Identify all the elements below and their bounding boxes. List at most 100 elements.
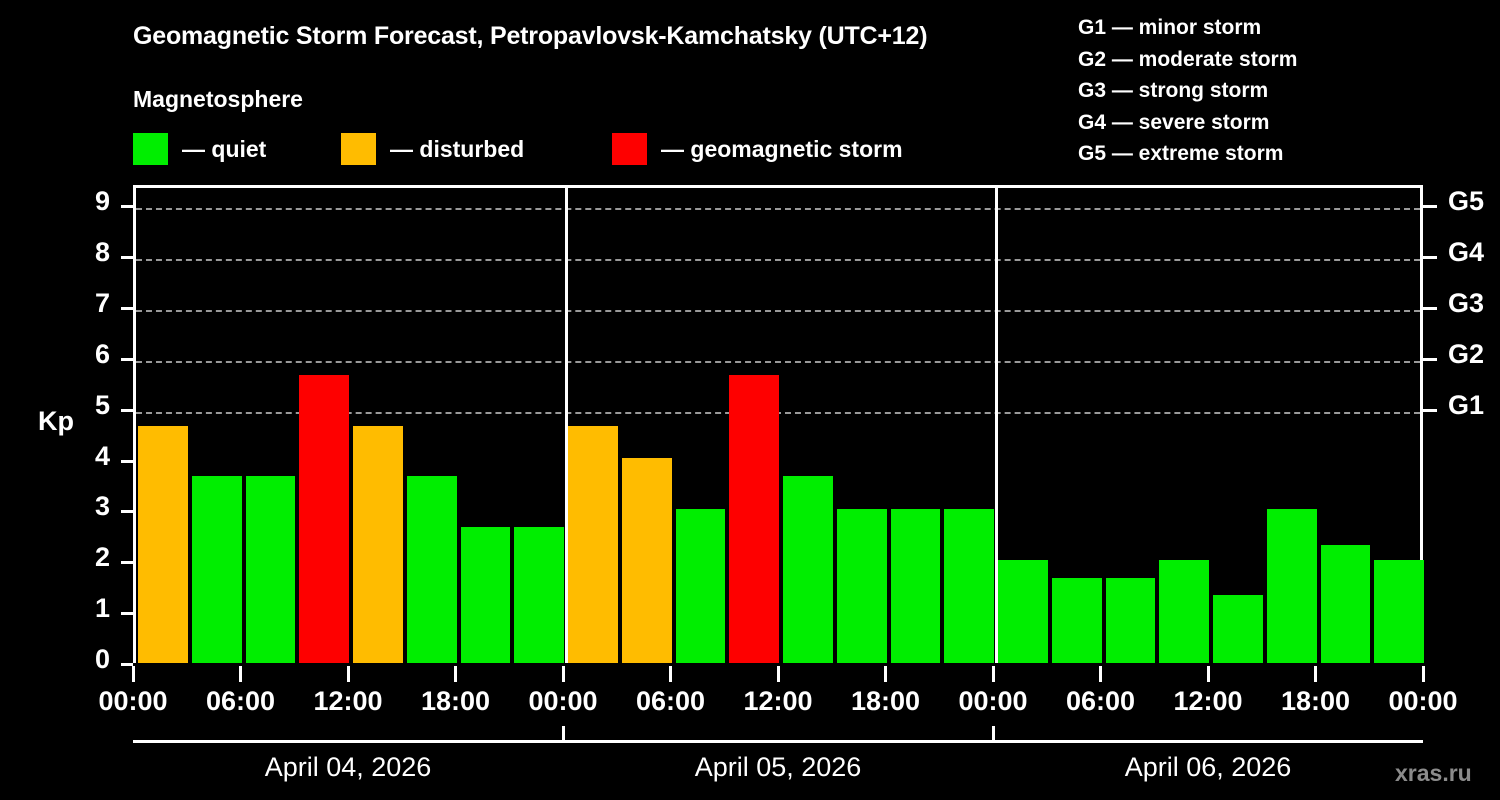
x-tick-label: 06:00 [205, 686, 276, 716]
x-tick-label: 18:00 [1280, 686, 1351, 716]
x-tick-label: 12:00 [743, 686, 813, 716]
g-tick-mark [1423, 256, 1437, 260]
bar-quiet[interactable] [1213, 595, 1263, 663]
y-tick-label: 1 [94, 593, 110, 624]
x-tick-mark [1314, 666, 1317, 682]
x-tick-label: 12:00 [1173, 686, 1243, 716]
day-divider [564, 188, 568, 663]
bar-quiet[interactable] [944, 508, 994, 663]
day-label: April 06, 2026 [1124, 752, 1292, 782]
day-separator [991, 726, 995, 740]
x-tick-label: 00:00 [958, 686, 1028, 716]
legend-item-storm: — geomagnetic storm [612, 133, 903, 165]
y-tick-mark [121, 307, 133, 311]
day-label: April 05, 2026 [694, 752, 862, 782]
y-tick-mark [121, 357, 133, 361]
bar-storm[interactable] [299, 374, 349, 663]
day-divider [994, 188, 998, 663]
x-tick-mark [1421, 666, 1425, 682]
y-tick-mark [121, 561, 133, 565]
g-scale-row: G2 — moderate storm [1078, 47, 1298, 71]
bar-quiet[interactable] [406, 476, 457, 663]
y-tick-mark [121, 408, 133, 412]
bar-quiet[interactable] [1159, 559, 1209, 663]
y-tick-mark [121, 205, 133, 209]
bar-series [136, 188, 1424, 663]
plot-area [133, 185, 1424, 663]
bar-quiet[interactable] [191, 476, 242, 663]
x-tick-label: 00:00 [528, 686, 598, 716]
g-scale-row: G5 — extreme storm [1078, 142, 1284, 165]
gridline [136, 360, 1420, 363]
legend-swatch-quiet [133, 133, 168, 165]
legend-item-quiet: — quiet [133, 133, 266, 165]
g-tick-label: G4 [1448, 237, 1485, 268]
g-tick-label: G2 [1448, 338, 1485, 369]
bar-quiet[interactable] [783, 476, 833, 663]
y-tick-mark [121, 663, 133, 666]
day-label: April 04, 2026 [264, 752, 432, 782]
x-tick-label: 06:00 [1065, 686, 1136, 716]
x-tick-mark [454, 666, 457, 682]
bar-quiet[interactable] [836, 508, 887, 663]
x-tick-mark [131, 666, 135, 682]
legend-label-storm: — geomagnetic storm [661, 135, 903, 162]
day-axis [133, 726, 1423, 743]
g-tick-label: G5 [1448, 186, 1485, 217]
g-tick-mark [1423, 408, 1437, 412]
day-separator [561, 726, 565, 740]
bar-quiet[interactable] [890, 508, 941, 663]
y-tick-label: 8 [94, 237, 110, 268]
bar-quiet[interactable] [675, 508, 726, 663]
g-scale-row: G4 — severe storm [1078, 110, 1270, 134]
g-tick-label: G1 [1448, 389, 1485, 420]
bar-disturbed[interactable] [353, 425, 403, 663]
x-tick-label: 00:00 [98, 686, 168, 716]
legend-item-disturbed: — disturbed [341, 133, 524, 165]
bar-quiet[interactable] [1374, 559, 1424, 663]
x-tick-mark [669, 666, 672, 682]
x-tick-mark [346, 666, 350, 682]
bar-storm[interactable] [729, 374, 779, 663]
legend-label-quiet: — quiet [182, 135, 267, 162]
bar-quiet[interactable] [460, 527, 511, 663]
x-tick-mark [884, 666, 887, 682]
legend-swatch-storm [612, 133, 647, 165]
plot-inner [136, 188, 1424, 663]
x-tick-label: 18:00 [420, 686, 491, 716]
bar-quiet[interactable] [1320, 544, 1371, 663]
y-tick-mark [121, 256, 133, 260]
bar-disturbed[interactable] [568, 425, 618, 663]
g-tick-label: G3 [1448, 288, 1485, 319]
bar-quiet[interactable] [1051, 578, 1102, 663]
x-tick-label: 12:00 [313, 686, 383, 716]
legend-heading: Magnetosphere [133, 86, 303, 112]
g-tick-mark [1423, 357, 1437, 361]
x-tick-mark [991, 666, 995, 682]
gridline [136, 310, 1420, 313]
y-tick-mark [121, 612, 133, 616]
g-tick-mark [1423, 205, 1437, 209]
bar-disturbed[interactable] [138, 425, 188, 663]
bar-quiet[interactable] [514, 527, 564, 663]
bar-quiet[interactable] [245, 476, 296, 663]
g-scale-row: G1 — minor storm [1078, 16, 1262, 39]
y-tick-mark [121, 510, 133, 514]
x-tick-label: 00:00 [1388, 686, 1458, 716]
page-title: Geomagnetic Storm Forecast, Petropavlovs… [133, 22, 928, 50]
y-tick-label: 6 [94, 338, 110, 369]
bar-quiet[interactable] [998, 559, 1048, 663]
y-tick-label: 3 [94, 491, 110, 522]
bar-quiet[interactable] [1105, 578, 1156, 663]
x-tick-label: 18:00 [850, 686, 921, 716]
x-tick-label: 06:00 [635, 686, 706, 716]
bar-quiet[interactable] [1266, 508, 1317, 663]
bar-disturbed[interactable] [621, 458, 672, 663]
g-scale-row: G3 — strong storm [1078, 79, 1269, 102]
g-scale-legend: G1 — minor storm G2 — moderate storm G3 … [1078, 12, 1297, 170]
y-tick-label: 2 [94, 542, 110, 573]
gridline [136, 259, 1420, 262]
y-tick-label: 9 [94, 186, 110, 217]
watermark: xras.ru [1395, 760, 1472, 786]
x-tick-mark [239, 666, 242, 682]
